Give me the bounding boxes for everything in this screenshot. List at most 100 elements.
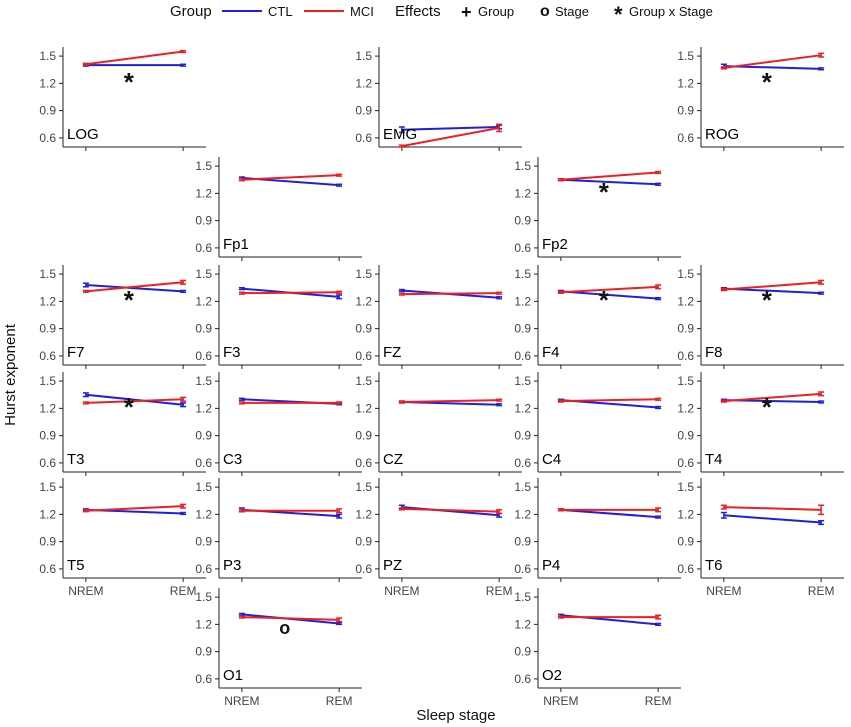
mci-line [560,285,659,294]
x-tick-label: REM [645,694,672,708]
y-tick-label: 0.6 [355,131,372,145]
mci-line [723,506,822,511]
y-tick-label: 1.5 [195,480,212,494]
panel-f7: 0.6 0.9 1.2 1.5 F7 * [39,265,206,369]
y-tick-label: 1.5 [195,159,212,173]
ctl-line [401,126,500,131]
y-tick-label: 0.6 [39,131,56,145]
mci-line [723,281,822,291]
legend-stage-effect-label: Stage [555,4,589,19]
y-tick-label: 0.6 [195,456,212,470]
panel-label: P3 [223,557,241,574]
y-tick-label: 0.6 [195,672,212,686]
panel-label: F8 [705,344,723,361]
y-tick-label: 1.2 [514,294,531,308]
panel-label: EMG [383,126,417,143]
legend: Group CTL MCI Effects + Group o Stage * … [170,2,713,27]
y-tick-label: 0.6 [677,562,694,576]
y-tick-label: 0.6 [514,349,531,363]
panel-label: F4 [542,344,560,361]
panel-t3: 0.6 0.9 1.2 1.5 T3 * [39,372,206,476]
y-tick-label: 1.2 [355,294,372,308]
y-tick-label: 1.2 [677,294,694,308]
y-tick-label: 1.5 [677,267,694,281]
y-tick-label: 1.2 [355,76,372,90]
panel-label: Fp2 [542,236,568,253]
y-tick-label: 0.9 [39,535,56,549]
y-tick-label: 1.2 [677,507,694,521]
y-tick-label: 1.2 [195,186,212,200]
y-tick-label: 0.6 [677,456,694,470]
panel-label: O2 [542,667,562,684]
y-tick-label: 0.9 [195,214,212,228]
panel-label: CZ [383,451,403,468]
y-tick-label: 1.5 [677,374,694,388]
mci-line [560,398,659,403]
y-tick-label: 1.2 [514,617,531,631]
panel-label: PZ [383,557,402,574]
y-tick-label: 1.5 [39,374,56,388]
mci-line [85,50,184,66]
y-tick-label: 1.2 [39,76,56,90]
y-tick-label: 1.2 [195,401,212,415]
y-tick-label: 0.6 [39,562,56,576]
x-tick-label: REM [170,584,197,598]
panel-label: Fp1 [223,236,249,253]
x-tick-label: REM [808,584,835,598]
y-tick-label: 1.5 [514,590,531,604]
y-tick-label: 0.9 [195,645,212,659]
y-tick-label: 0.9 [514,535,531,549]
ctl-line [723,287,822,295]
y-tick-label: 1.5 [514,374,531,388]
y-tick-label: 0.6 [677,131,694,145]
y-tick-label: 1.5 [39,49,56,63]
panel-cz: 0.6 0.9 1.2 1.5 CZ [355,372,522,476]
panel-p3: 0.6 0.9 1.2 1.5 P3 [195,478,362,582]
panel-c4: 0.6 0.9 1.2 1.5 C4 [514,372,681,476]
y-tick-label: 0.9 [514,322,531,336]
mci-line [241,291,340,295]
y-tick-label: 1.2 [514,507,531,521]
panel-label: O1 [223,667,243,684]
ctl-line [560,290,659,300]
x-tick-label: NREM [384,584,419,598]
x-tick-label: REM [326,694,353,708]
mci-line [241,174,340,181]
panel-f4: 0.6 0.9 1.2 1.5 F4 * [514,265,681,369]
y-tick-label: 0.6 [355,562,372,576]
ctl-line [85,393,184,406]
interaction-effect-marker: * [599,285,610,315]
mci-line [401,292,500,296]
y-tick-label: 1.5 [355,49,372,63]
ctl-line [560,178,659,186]
y-tick-label: 0.6 [195,241,212,255]
panel-label: T3 [67,451,85,468]
y-tick-label: 1.2 [355,507,372,521]
interaction-effect-marker: * [762,392,773,422]
y-tick-label: 1.5 [355,480,372,494]
y-tick-label: 0.9 [195,535,212,549]
legend-mci-label: MCI [350,4,374,19]
panel-label: C4 [542,451,561,468]
y-tick-label: 1.2 [39,294,56,308]
mci-line [85,505,184,512]
panel-label: ROG [705,126,739,143]
panel-o1: 0.6 0.9 1.2 1.5 NREM REM O1 o [195,588,362,708]
y-tick-label: 1.5 [355,267,372,281]
mci-line [560,171,659,181]
panel-fp2: 0.6 0.9 1.2 1.5 Fp2 * [514,157,681,261]
legend-interaction-effect-symbol: * [614,2,623,27]
legend-stage-effect-symbol: o [540,3,550,20]
y-tick-label: 0.9 [677,429,694,443]
y-tick-label: 1.2 [195,294,212,308]
y-tick-label: 1.2 [677,401,694,415]
panel-f3: 0.6 0.9 1.2 1.5 F3 [195,265,362,369]
y-tick-label: 1.5 [195,374,212,388]
y-tick-label: 1.5 [514,480,531,494]
panel-t5: 0.6 0.9 1.2 1.5 NREM REM T5 [39,478,206,598]
y-tick-label: 0.9 [514,429,531,443]
y-tick-label: 1.5 [677,49,694,63]
panel-label: T5 [67,557,85,574]
y-tick-label: 1.2 [39,401,56,415]
